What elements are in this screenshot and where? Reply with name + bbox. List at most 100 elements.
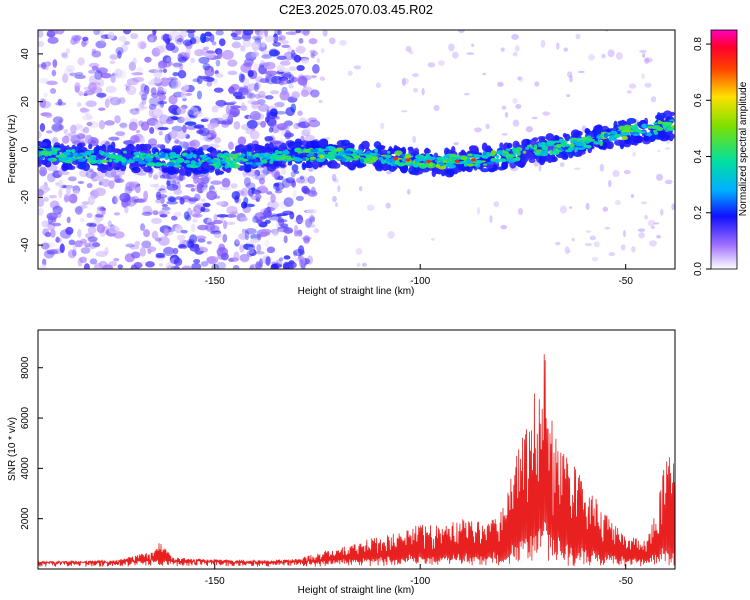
spectrogram-cell	[66, 216, 71, 224]
spectrogram-cell	[51, 69, 57, 77]
spectrogram-cell	[160, 196, 165, 204]
spectrogram-cell	[239, 157, 245, 161]
spectrogram-cell	[228, 153, 235, 156]
spectrogram-cell	[263, 61, 276, 70]
spectrogram-cell	[71, 149, 76, 154]
spectrogram-cell	[631, 125, 639, 131]
spectrogram-cell	[500, 47, 505, 52]
spectrogram-cell	[538, 163, 542, 172]
spectrogram-cell	[480, 168, 490, 173]
colorbar-gradient	[710, 29, 738, 270]
spectrogram-cell	[401, 78, 406, 86]
spectrogram-cell	[295, 214, 304, 225]
spectrogram-cell	[270, 263, 279, 269]
spectrogram-cell	[566, 94, 571, 98]
spectrogram-cell	[157, 105, 163, 110]
spectrogram-cell	[268, 127, 274, 133]
spectrogram-cell	[502, 154, 510, 157]
spectrogram-cell	[180, 90, 187, 100]
spectrogram-cell	[309, 156, 317, 160]
spectrogram-cell	[304, 134, 315, 142]
spectrogram-cell	[161, 203, 168, 207]
spectrogram-cell	[365, 158, 373, 162]
spectrogram-cell	[190, 187, 196, 192]
spectrogram-cell	[101, 178, 111, 188]
spectrogram-cell	[608, 251, 615, 257]
spectrogram-cell	[206, 255, 219, 265]
spectrogram-cell	[408, 166, 416, 175]
spectrogram-cell	[192, 154, 197, 159]
spectrogram-cell	[234, 145, 240, 154]
spectrogram-cell	[309, 224, 316, 228]
spectrogram-cell	[345, 161, 354, 169]
spectrogram-cell	[39, 142, 48, 147]
spectrogram-cell	[242, 243, 254, 250]
spectrogram-cell	[495, 154, 500, 159]
spectrogram-cell	[205, 66, 212, 74]
spectrogram-cell	[275, 149, 279, 155]
spectrogram-cell	[74, 82, 81, 91]
spectrogram-cell	[309, 75, 317, 79]
spectrogram-cell	[238, 232, 248, 240]
spectrogram-cell	[414, 154, 423, 159]
snr-frame	[37, 329, 676, 570]
spectrogram-cell	[218, 38, 226, 47]
spectrogram-cell	[473, 127, 482, 133]
spectrogram-cell	[387, 150, 391, 154]
spectrogram-cell	[209, 159, 219, 163]
spectrogram-cell	[369, 152, 378, 157]
spectrogram-cell	[148, 96, 161, 107]
spectrogram-cell	[184, 84, 190, 91]
spectrogram-cell	[353, 65, 362, 70]
spectrogram-cell	[169, 151, 177, 157]
spectrogram-cell	[125, 243, 136, 248]
spectrogram-cell	[128, 61, 137, 72]
spectrogram-cell	[515, 104, 522, 109]
spectrogram-cell	[319, 154, 325, 159]
spectrogram-x-tick-label: -50	[618, 276, 633, 287]
spectrogram-cell	[596, 136, 603, 139]
spectrogram-cell	[358, 186, 363, 192]
spectrogram-cell	[200, 198, 206, 203]
spectrogram-cell	[41, 258, 47, 267]
spectrogram-cell	[88, 222, 97, 228]
spectrogram-cell	[465, 159, 473, 165]
spectrogram-x-tick-label: -150	[205, 276, 225, 287]
spectrogram-cell	[295, 195, 304, 201]
spectrogram-cell	[405, 45, 412, 53]
spectrogram-cell	[178, 243, 186, 248]
spectrogram-cell	[111, 155, 120, 159]
spectrogram-cell	[81, 108, 90, 113]
spectrogram-cell	[134, 185, 141, 194]
spectrogram-cell	[194, 178, 202, 183]
spectrogram-cell	[253, 121, 263, 126]
spectrogram-cell	[219, 155, 228, 159]
spectrogram-cell	[482, 72, 487, 76]
spectrogram-cell	[52, 59, 58, 68]
spectrogram-cell	[39, 98, 47, 108]
spectrogram-cell	[671, 203, 675, 211]
colorbar-tick-label: 0.8	[693, 37, 704, 51]
spectrogram-cell	[558, 138, 565, 143]
spectrogram-cell	[116, 99, 122, 105]
spectrogram-cell	[130, 135, 140, 144]
spectrogram-cell	[294, 219, 305, 224]
spectrogram-cell	[354, 156, 361, 159]
snr-y-tick-label: 6000	[20, 406, 31, 429]
spectrogram-cell	[281, 44, 291, 49]
spectrogram-cell	[76, 101, 82, 107]
spectrogram-y-ticks: -40 -20 0 20 40	[20, 48, 43, 252]
spectrogram-cell	[202, 63, 211, 71]
spectrogram-cell	[569, 206, 573, 209]
spectrogram-cell	[447, 164, 456, 169]
spectrogram-cell	[220, 165, 224, 168]
spectrogram-cell	[176, 159, 185, 163]
spectrogram-cell	[44, 157, 49, 163]
spectrogram-cell	[332, 195, 337, 203]
spectrogram-peak	[471, 158, 477, 162]
spectrogram-cell	[114, 194, 120, 205]
spectrogram-cell	[248, 151, 252, 157]
spectrogram-cell	[190, 223, 196, 233]
spectrogram-cell	[43, 196, 49, 202]
spectrogram-cell	[372, 161, 383, 167]
